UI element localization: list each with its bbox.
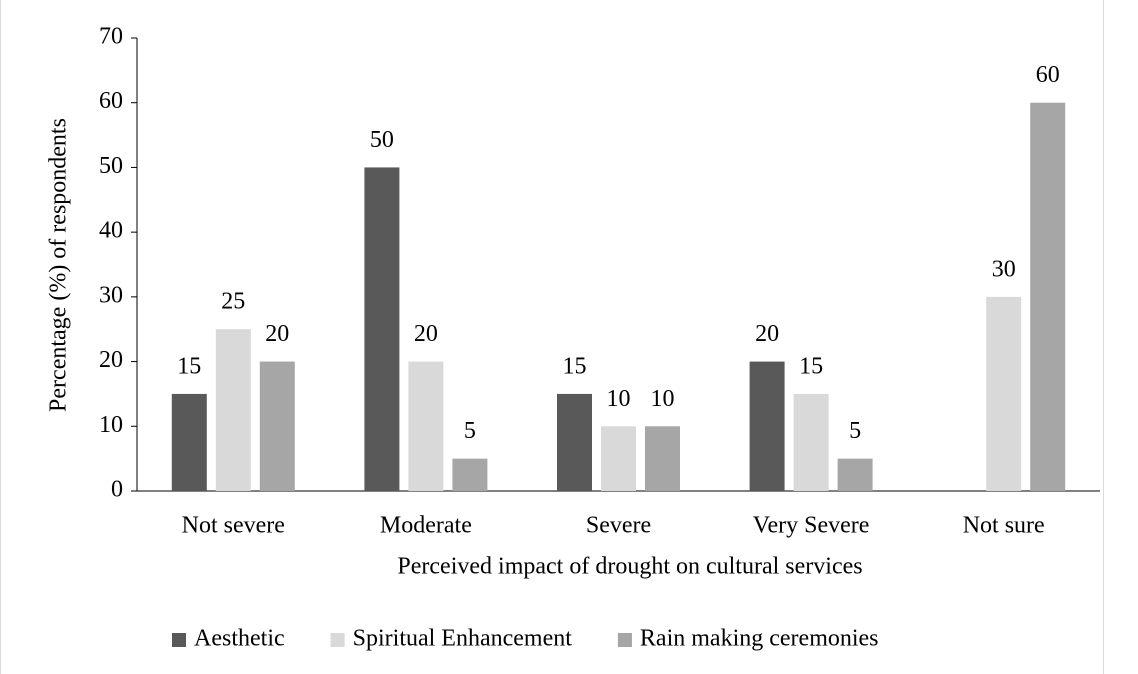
bar xyxy=(171,393,207,491)
value-label: 15 xyxy=(799,353,823,379)
bar xyxy=(408,361,444,491)
bar xyxy=(259,361,295,491)
bar xyxy=(452,458,488,491)
value-label: 20 xyxy=(755,321,779,347)
x-tick-label: Severe xyxy=(586,513,651,539)
x-tick-label: Not sure xyxy=(963,513,1045,539)
value-label: 5 xyxy=(464,418,476,444)
value-label: 10 xyxy=(651,386,675,412)
value-label: 25 xyxy=(221,289,245,315)
bar xyxy=(364,167,400,491)
value-label: 50 xyxy=(370,127,394,153)
y-tick-label: 60 xyxy=(99,88,123,114)
bar xyxy=(793,393,829,491)
value-label: 15 xyxy=(177,353,201,379)
value-label: 30 xyxy=(992,256,1016,282)
x-axis-title: Perceived impact of drought on cultural … xyxy=(397,554,862,580)
bar xyxy=(215,329,251,491)
legend-label: Rain making ceremonies xyxy=(640,626,879,652)
bar xyxy=(986,296,1022,491)
bar xyxy=(749,361,785,491)
legend-label: Aesthetic xyxy=(194,626,285,652)
y-tick-label: 70 xyxy=(99,24,123,50)
value-label: 20 xyxy=(414,321,438,347)
bar xyxy=(837,458,873,491)
y-tick-label: 10 xyxy=(99,412,123,438)
value-label: 60 xyxy=(1036,62,1060,88)
legend-swatch xyxy=(330,633,345,647)
value-label: 15 xyxy=(563,353,587,379)
legend-swatch xyxy=(172,633,186,647)
bar xyxy=(645,426,680,491)
value-label: 5 xyxy=(849,418,861,444)
legend-swatch xyxy=(617,633,632,647)
value-label: 20 xyxy=(265,321,289,347)
legend-label: Spiritual Enhancement xyxy=(353,626,573,652)
y-tick-label: 20 xyxy=(99,347,123,373)
chart-frame xyxy=(0,0,1104,674)
value-label: 10 xyxy=(607,386,631,412)
bar xyxy=(1030,102,1066,491)
x-tick-label: Moderate xyxy=(380,513,472,539)
y-tick-label: 50 xyxy=(99,153,123,179)
x-tick-label: Not severe xyxy=(182,513,285,539)
x-tick-label: Very Severe xyxy=(753,513,870,539)
y-axis-title: Percentage (%) of respondents xyxy=(46,118,72,412)
y-tick-label: 30 xyxy=(99,282,123,308)
bar xyxy=(601,426,636,491)
bar xyxy=(557,393,592,491)
y-tick-label: 0 xyxy=(111,477,123,503)
y-tick-label: 40 xyxy=(99,218,123,244)
